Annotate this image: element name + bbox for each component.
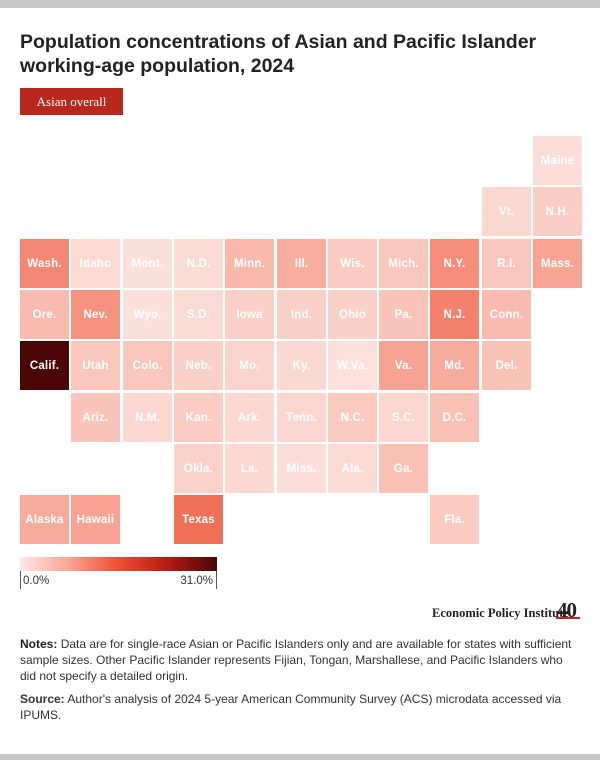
state-tile[interactable]: D.C. [430, 393, 479, 442]
top-border [0, 0, 600, 8]
state-tile[interactable]: W.Va. [328, 341, 377, 390]
epi-logo-text: Economic Policy Institute [432, 606, 569, 620]
state-tile[interactable]: Okla. [174, 444, 223, 493]
state-tile[interactable]: La. [225, 444, 274, 493]
state-tile[interactable]: Va. [379, 341, 428, 390]
source-text: Author's analysis of 2024 5-year America… [20, 692, 562, 722]
state-tile[interactable]: Calif. [20, 341, 69, 390]
state-tile[interactable]: N.M. [123, 393, 172, 442]
state-tile[interactable]: Ga. [379, 444, 428, 493]
state-tile[interactable]: Vt. [482, 187, 531, 236]
state-tile[interactable]: Neb. [174, 341, 223, 390]
legend-gradient [20, 557, 217, 571]
state-tile[interactable]: Ill. [277, 239, 326, 288]
state-tile[interactable]: Maine [533, 136, 582, 185]
state-tile[interactable]: Conn. [482, 290, 531, 339]
state-tile[interactable]: N.H. [533, 187, 582, 236]
state-tile[interactable]: Ohio [328, 290, 377, 339]
state-tile[interactable]: Mich. [379, 239, 428, 288]
state-tile[interactable]: N.C. [328, 393, 377, 442]
state-tile[interactable]: Pa. [379, 290, 428, 339]
epi-40-logo: 40 [557, 598, 577, 622]
legend-max-label: 31.0% [180, 575, 213, 587]
state-tile[interactable]: Wash. [20, 239, 69, 288]
state-tile[interactable]: Ala. [328, 444, 377, 493]
state-tile[interactable]: Ore. [20, 290, 69, 339]
legend-max-tick [216, 571, 217, 589]
state-tile[interactable]: Md. [430, 341, 479, 390]
state-tile[interactable]: Utah [71, 341, 120, 390]
state-tile[interactable]: Ky. [277, 341, 326, 390]
chart-title: Population concentrations of Asian and P… [20, 31, 537, 77]
state-tile[interactable]: R.I. [482, 239, 531, 288]
state-tile[interactable]: Hawaii [71, 495, 120, 544]
state-tile[interactable]: Ark. [225, 393, 274, 442]
state-tile[interactable]: Miss. [277, 444, 326, 493]
state-tile[interactable]: Kan. [174, 393, 223, 442]
notes: Notes: Data are for single-race Asian or… [20, 636, 580, 684]
notes-label: Notes: [20, 637, 58, 651]
state-tile[interactable]: Mo. [225, 341, 274, 390]
state-tile[interactable]: Texas [174, 495, 223, 544]
state-tile[interactable]: Ind. [277, 290, 326, 339]
state-tile[interactable]: Fla. [430, 495, 479, 544]
bottom-border [0, 754, 600, 760]
state-tile[interactable]: Colo. [123, 341, 172, 390]
source: Source: Author's analysis of 2024 5-year… [20, 691, 580, 723]
state-tile[interactable]: Iowa [225, 290, 274, 339]
state-tile[interactable]: Alaska [20, 495, 69, 544]
state-tile[interactable]: Wis. [328, 239, 377, 288]
asian-overall-button[interactable]: Asian overall [20, 88, 123, 115]
state-tile[interactable]: N.D. [174, 239, 223, 288]
tile-map: Maine Vt. N.H. Wash. Idaho Mont. N.D. Minn. Ill.… [20, 136, 582, 544]
state-tile[interactable]: Ariz. [71, 393, 120, 442]
legend-min-label: 0.0% [23, 575, 50, 587]
state-tile[interactable]: Mont. [123, 239, 172, 288]
notes-text: Data are for single-race Asian or Pacifi… [20, 637, 572, 683]
state-tile[interactable]: N.J. [430, 290, 479, 339]
state-tile[interactable]: Del. [482, 341, 531, 390]
epi-40-underline [556, 617, 580, 619]
state-tile[interactable]: N.Y. [430, 239, 479, 288]
state-tile[interactable]: Wyo. [123, 290, 172, 339]
state-tile[interactable]: Nev. [71, 290, 120, 339]
state-tile[interactable]: S.C. [379, 393, 428, 442]
state-tile[interactable]: Minn. [225, 239, 274, 288]
state-tile[interactable]: S.D. [174, 290, 223, 339]
source-label: Source: [20, 692, 65, 706]
legend-min-tick [20, 571, 21, 589]
state-tile[interactable]: Mass. [533, 239, 582, 288]
state-tile[interactable]: Idaho [71, 239, 120, 288]
state-tile[interactable]: Tenn. [277, 393, 326, 442]
